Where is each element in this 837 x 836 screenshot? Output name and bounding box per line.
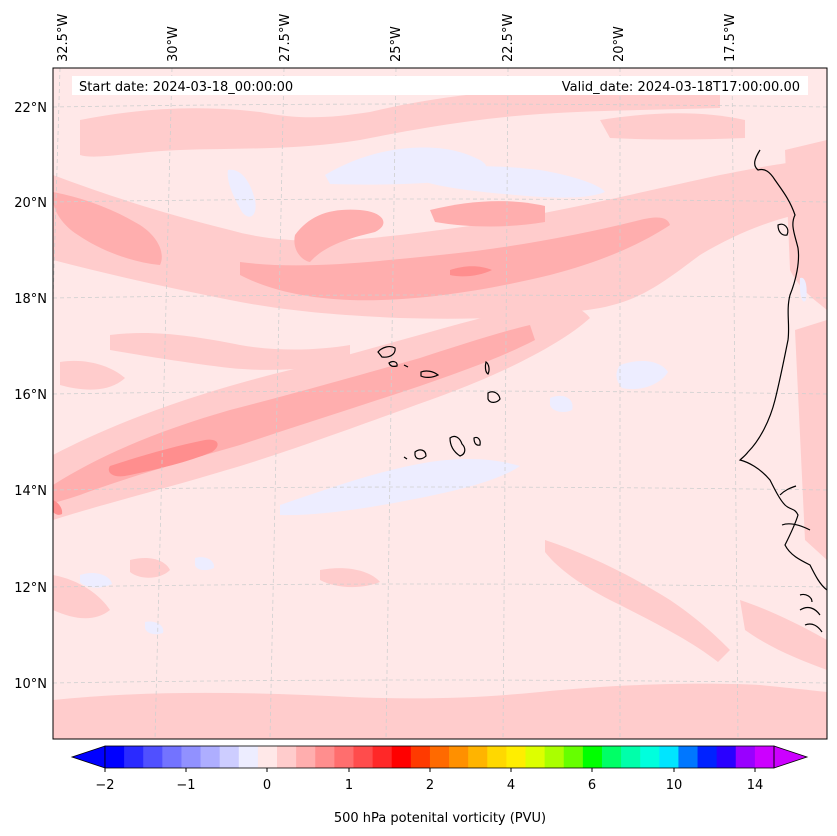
colorbar-extend-low — [70, 745, 106, 769]
pv-contour-level-1 — [53, 85, 827, 739]
colorbar-cell — [353, 746, 374, 768]
lat-label: 10°N — [14, 677, 47, 692]
colorbar-cell — [525, 746, 546, 768]
colorbar-cell — [315, 746, 335, 768]
colorbar-tick-label: 6 — [588, 778, 596, 793]
colorbar-cell — [640, 746, 660, 768]
date-banner — [72, 76, 808, 95]
colorbar-cell — [143, 746, 163, 768]
colorbar-cell — [621, 746, 641, 768]
colorbar-cell — [659, 746, 679, 768]
colorbar-cell — [391, 746, 412, 768]
colorbar-cell — [372, 746, 393, 768]
map-frame — [52, 67, 828, 740]
colorbar-cell — [296, 746, 316, 768]
lat-label: 22°N — [14, 101, 47, 116]
colorbar-cell — [544, 746, 565, 768]
coastline — [738, 149, 827, 633]
lon-label: 32.5°W — [56, 14, 71, 62]
colorbar-cell — [716, 746, 737, 768]
colorbar-cell — [697, 746, 718, 768]
colorbar-cell — [735, 746, 756, 768]
colorbar-cell — [124, 746, 144, 768]
colorbar-cell — [429, 746, 450, 768]
colorbar-cell — [181, 746, 202, 768]
colorbar-cell — [754, 746, 775, 768]
map-panel — [53, 68, 827, 739]
lat-label: 18°N — [14, 292, 47, 307]
colorbar-cell — [678, 746, 699, 768]
lon-label: 27.5°W — [278, 14, 293, 62]
colorbar-cell — [487, 746, 507, 768]
map-gridlines — [53, 68, 827, 739]
start-date-label: Start date: 2024-03-18_00:00:00 — [79, 80, 293, 95]
colorbar-tick-labels: −2 −1 0 1 2 4 6 10 14 — [95, 778, 763, 793]
colorbar-cell — [582, 746, 603, 768]
colorbar: −2 −1 0 1 2 4 6 10 14 500 hPa potenital … — [70, 745, 809, 826]
lon-label: 25°W — [389, 26, 404, 62]
colorbar-cell — [277, 746, 297, 768]
colorbar-cell — [219, 746, 240, 768]
colorbar-tick-label: 4 — [507, 778, 515, 793]
lat-label: 16°N — [14, 388, 47, 403]
colorbar-cell — [601, 746, 622, 768]
colorbar-tick-label: −2 — [95, 778, 114, 793]
colorbar-cell — [105, 746, 125, 768]
colorbar-outline — [104, 745, 775, 769]
pv-negative-regions — [80, 147, 807, 635]
longitude-labels: 32.5°W 30°W 27.5°W 25°W 22.5°W 20°W 17.5… — [56, 14, 738, 62]
colorbar-tick-label: 10 — [666, 778, 683, 793]
colorbar-ticks — [104, 768, 756, 772]
lat-label: 20°N — [14, 196, 47, 211]
colorbar-cell — [334, 746, 354, 768]
lon-label: 22.5°W — [501, 14, 516, 62]
colorbar-tick-label: 0 — [263, 778, 271, 793]
latitude-labels: 22°N 20°N 18°N 16°N 14°N 12°N 10°N — [14, 101, 47, 692]
cape-verde-islands — [377, 346, 501, 460]
colorbar-cell — [162, 746, 182, 768]
colorbar-cell — [410, 746, 431, 768]
colorbar-extend-high — [773, 745, 809, 769]
pv-contour-level-3 — [53, 266, 492, 515]
colorbar-cells — [105, 746, 775, 768]
colorbar-cell — [238, 746, 259, 768]
valid-date-label: Valid_date: 2024-03-18T17:00:00.00 — [562, 80, 800, 95]
colorbar-tick-label: 1 — [345, 778, 353, 793]
lon-label: 20°W — [612, 26, 627, 62]
colorbar-cell — [563, 746, 584, 768]
lat-label: 14°N — [14, 484, 47, 499]
colorbar-cell — [449, 746, 469, 768]
lat-label: 12°N — [14, 581, 47, 596]
colorbar-title: 500 hPa potenital vorticity (PVU) — [334, 811, 546, 826]
lon-label: 30°W — [166, 26, 181, 62]
colorbar-cell — [257, 746, 278, 768]
colorbar-cell — [468, 746, 488, 768]
colorbar-tick-label: 2 — [426, 778, 434, 793]
colorbar-tick-label: 14 — [747, 778, 764, 793]
colorbar-tick-label: −1 — [176, 778, 195, 793]
lon-label: 17.5°W — [723, 14, 738, 62]
colorbar-cell — [506, 746, 527, 768]
colorbar-cell — [200, 746, 221, 768]
